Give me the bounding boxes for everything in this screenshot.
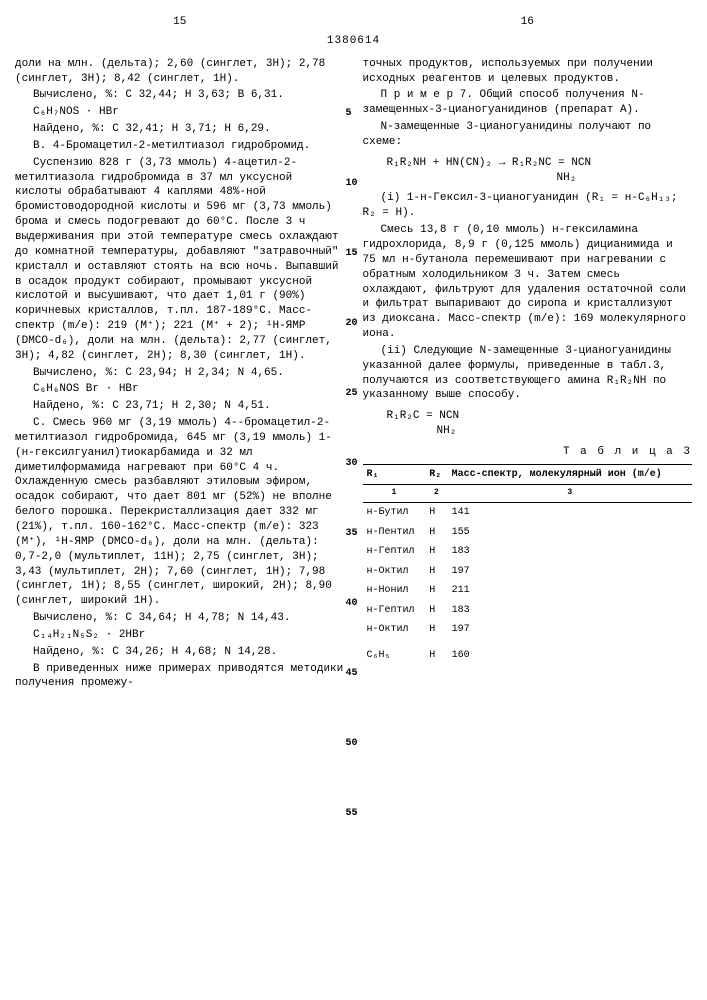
table-row: н-БутилH141 xyxy=(363,503,693,523)
formula-text: C₁₄H₂₁N₅S₂ · 2HBr xyxy=(15,628,345,643)
body-text: N-замещенные 3-цианогуанидины получают п… xyxy=(363,120,693,150)
reaction-scheme: R₁R₂C = NCN NH₂ xyxy=(387,409,693,439)
body-text: П р и м е р 7. Общий способ получения N-… xyxy=(363,88,693,118)
table-subhead: 3 xyxy=(448,485,692,503)
table-cell: H xyxy=(425,601,447,621)
table-cell: 155 xyxy=(448,523,692,543)
line-marker: 35 xyxy=(346,527,358,541)
line-marker: 5 xyxy=(346,107,352,121)
table-cell: H xyxy=(425,620,447,640)
body-text: доли на млн. (дельта); 2,60 (синглет, 3H… xyxy=(15,57,345,87)
body-text: В приведенных ниже примерах приводятся м… xyxy=(15,662,345,692)
table-cell: 141 xyxy=(448,503,692,523)
table-cell: н-Нонил xyxy=(363,581,426,601)
table-cell: 160 xyxy=(448,646,692,666)
left-column: доли на млн. (дельта); 2,60 (синглет, 3H… xyxy=(15,57,345,694)
table-cell: н-Гептил xyxy=(363,601,426,621)
table-row: н-ОктилH197 xyxy=(363,620,693,640)
table-cell: H xyxy=(425,503,447,523)
body-text: Найдено, %: C 34,26; H 4,68; N 14,28. xyxy=(15,645,345,660)
line-marker: 30 xyxy=(346,457,358,471)
table-cell: H xyxy=(425,562,447,582)
table-cell: н-Гептил xyxy=(363,542,426,562)
table-body: н-БутилH141 н-ПентилH155 н-ГептилH183 н-… xyxy=(363,503,693,666)
table-cell: H xyxy=(425,523,447,543)
line-marker: 15 xyxy=(346,247,358,261)
body-text: (i) 1-н-Гексил-3-цианогуанидин (R₁ = н-C… xyxy=(363,191,693,221)
formula-line: R₁R₂NH + HN(CN)₂ → R₁R₂NC = NCN xyxy=(387,156,693,171)
formula-text: C₆H₇NOS · HBr xyxy=(15,105,345,120)
body-text: Найдено, %: C 23,71; H 2,30; N 4,51. xyxy=(15,399,345,414)
table-3: R₁ R₂ Масс-спектр, молекулярный ион (m/e… xyxy=(363,464,693,665)
body-text: Вычислено, %: C 23,94; H 2,34; N 4,65. xyxy=(15,366,345,381)
table-row: н-ОктилH197 xyxy=(363,562,693,582)
table-cell: H xyxy=(425,581,447,601)
formula-text: C₆H₆NOS Br · HBr xyxy=(15,382,345,397)
table-row: н-НонилH211 xyxy=(363,581,693,601)
line-marker: 10 xyxy=(346,177,358,191)
line-marker: 25 xyxy=(346,387,358,401)
table-cell: C₆H₅ xyxy=(363,646,426,666)
table-row: н-ГептилH183 xyxy=(363,601,693,621)
line-marker: 50 xyxy=(346,737,358,751)
table-row: н-ПентилH155 xyxy=(363,523,693,543)
reaction-scheme: R₁R₂NH + HN(CN)₂ → R₁R₂NC = NCN NH₂ xyxy=(387,156,693,186)
line-marker: 55 xyxy=(346,807,358,821)
table-cell: 211 xyxy=(448,581,692,601)
table-cell: н-Октил xyxy=(363,620,426,640)
table-header: R₁ xyxy=(363,464,426,485)
table-header: Масс-спектр, молекулярный ион (m/e) xyxy=(448,464,692,485)
line-marker: 40 xyxy=(346,597,358,611)
body-text: B. 4-Бромацетил-2-метилтиазол гидроброми… xyxy=(15,139,345,154)
table-subhead: 1 xyxy=(363,485,426,503)
table-cell: 197 xyxy=(448,620,692,640)
table-cell: 197 xyxy=(448,562,692,582)
formula-line: R₁R₂C = NCN xyxy=(387,409,693,424)
body-text: (ii) Следующие N-замещенные 3-цианогуани… xyxy=(363,344,693,403)
table-cell: н-Октил xyxy=(363,562,426,582)
table-subhead: 2 xyxy=(425,485,447,503)
body-text: Смесь 13,8 г (0,10 ммоль) н-гексиламина … xyxy=(363,223,693,342)
body-text: точных продуктов, используемых при получ… xyxy=(363,57,693,87)
body-text: Вычислено, %: C 32,44; H 3,63; B 6,31. xyxy=(15,88,345,103)
table-cell: н-Бутил xyxy=(363,503,426,523)
body-text: C. Смесь 960 мг (3,19 ммоль) 4--бромацет… xyxy=(15,416,345,609)
line-marker: 45 xyxy=(346,667,358,681)
table-cell: н-Пентил xyxy=(363,523,426,543)
table-cell: 183 xyxy=(448,601,692,621)
table-row: н-ГептилH183 xyxy=(363,542,693,562)
formula-line: NH₂ xyxy=(387,424,693,439)
document-number: 1380614 xyxy=(15,34,692,49)
table-cell: 183 xyxy=(448,542,692,562)
page-number-right: 16 xyxy=(363,15,693,30)
table-cell: H xyxy=(425,646,447,666)
body-text: Суспензию 828 г (3,73 ммоль) 4-ацетил-2-… xyxy=(15,156,345,364)
table-row: C₆H₅H160 xyxy=(363,646,693,666)
line-marker: 20 xyxy=(346,317,358,331)
formula-line: NH₂ xyxy=(387,171,693,186)
body-text: Найдено, %: C 32,41; H 3,71; H 6,29. xyxy=(15,122,345,137)
table-header: R₂ xyxy=(425,464,447,485)
table-cell: H xyxy=(425,542,447,562)
table-caption: Т а б л и ц а 3 xyxy=(363,445,693,460)
body-text: Вычислено, %: C 34,64; H 4,78; N 14,43. xyxy=(15,611,345,626)
right-column: точных продуктов, используемых при получ… xyxy=(363,57,693,694)
page-number-left: 15 xyxy=(15,15,345,30)
